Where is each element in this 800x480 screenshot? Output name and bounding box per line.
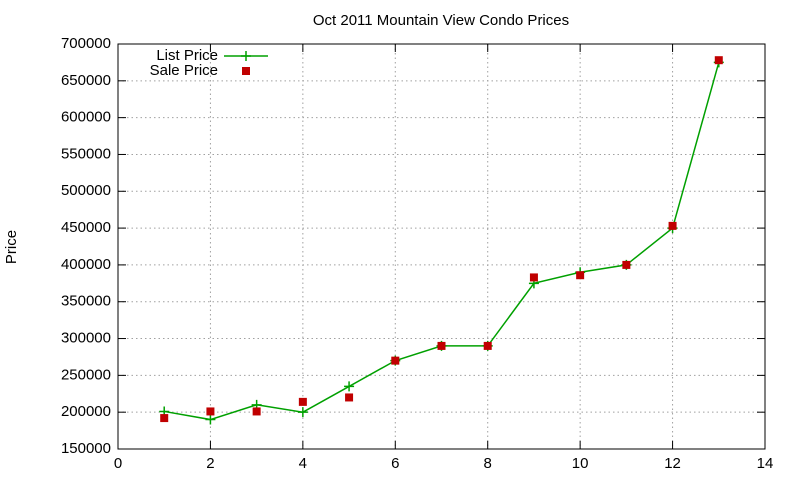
y-tick-label: 200000 bbox=[61, 403, 111, 420]
marker-square bbox=[483, 341, 492, 350]
y-tick-label: 500000 bbox=[61, 182, 111, 199]
x-tick-label: 6 bbox=[391, 455, 399, 472]
marker-square bbox=[391, 356, 400, 365]
legend-label: List Price bbox=[156, 47, 218, 64]
y-tick-label: 350000 bbox=[61, 293, 111, 310]
x-tick-label: 14 bbox=[757, 455, 774, 472]
marker-square bbox=[206, 407, 215, 416]
x-tick-label: 12 bbox=[664, 455, 681, 472]
y-tick-label: 700000 bbox=[61, 35, 111, 52]
marker-square bbox=[345, 393, 354, 402]
marker-square bbox=[252, 407, 261, 416]
marker-square bbox=[529, 273, 538, 282]
x-tick-label: 2 bbox=[206, 455, 214, 472]
marker-square bbox=[298, 397, 307, 406]
marker-square bbox=[622, 260, 631, 269]
marker-square bbox=[668, 221, 677, 230]
plot-border bbox=[117, 43, 766, 450]
x-tick-label: 0 bbox=[114, 455, 122, 472]
marker-square bbox=[242, 67, 250, 75]
marker-plus bbox=[344, 381, 355, 392]
chart-title: Oct 2011 Mountain View Condo Prices bbox=[313, 12, 569, 29]
marker-square bbox=[437, 341, 446, 350]
series-line bbox=[164, 62, 720, 421]
y-tick-label: 450000 bbox=[61, 219, 111, 236]
y-tick-label: 250000 bbox=[61, 366, 111, 383]
marker-square bbox=[160, 414, 169, 423]
y-tick-label: 300000 bbox=[61, 330, 111, 347]
y-tick-label: 400000 bbox=[61, 256, 111, 273]
y-tick-label: 600000 bbox=[61, 109, 111, 126]
x-tick-label: 10 bbox=[572, 455, 589, 472]
y-axis-label: Price bbox=[3, 230, 20, 264]
y-tick-label: 150000 bbox=[61, 440, 111, 457]
x-tick-label: 8 bbox=[484, 455, 492, 472]
y-tick-label: 650000 bbox=[61, 72, 111, 89]
marker-plus bbox=[297, 407, 308, 418]
marker-square bbox=[714, 56, 723, 65]
marker-plus bbox=[241, 51, 251, 61]
y-tick-label: 550000 bbox=[61, 145, 111, 162]
marker-plus bbox=[205, 414, 216, 425]
marker-square bbox=[576, 271, 585, 280]
x-tick-label: 4 bbox=[299, 455, 307, 472]
legend-label: Sale Price bbox=[150, 62, 218, 79]
